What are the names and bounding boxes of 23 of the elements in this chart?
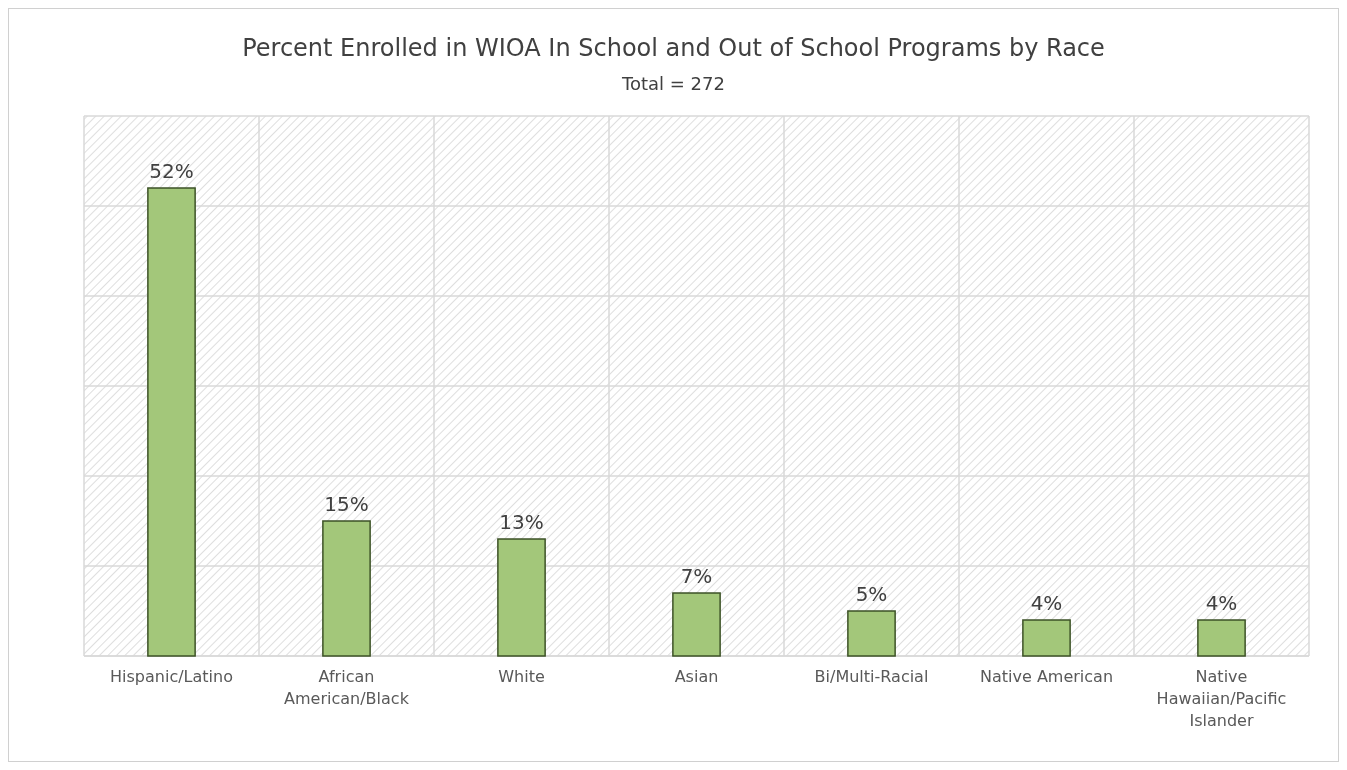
x-tick-label: White [498,667,545,686]
bar [1022,619,1071,657]
x-tick-label: African American/Black [284,667,410,708]
data-label: 52% [149,159,194,183]
bar [147,187,196,657]
x-tick-label: Hispanic/Latino [110,667,233,686]
bar [847,610,896,657]
data-label: 13% [499,510,544,534]
chart-title: Percent Enrolled in WIOA In School and Out of School Programs by Race [242,34,1105,62]
data-label: 4% [1205,591,1238,615]
data-label: 5% [855,582,888,606]
data-label: 4% [1030,591,1063,615]
bar [1197,619,1246,657]
x-tick-label: Asian [674,667,719,686]
bar [497,538,546,657]
data-label: 7% [680,564,713,588]
chart-subtitle: Total = 272 [621,73,725,94]
bar [322,520,371,657]
bar [672,592,721,657]
x-tick-label: Bi/Multi-Racial [814,667,929,686]
data-label: 15% [324,492,369,516]
x-tick-label: Native American [979,667,1114,686]
x-tick-label: Native Hawaiian/Pacific Islander [1156,667,1287,730]
